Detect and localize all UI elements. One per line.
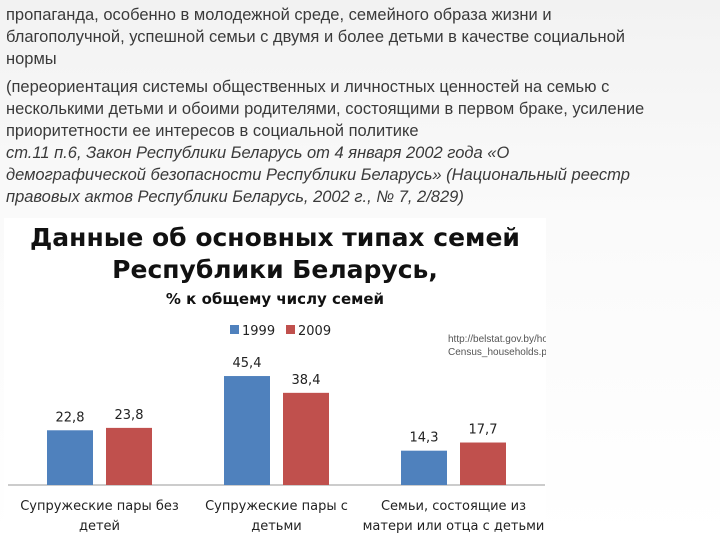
data-label: 38,4 bbox=[292, 373, 321, 388]
citation-line: демографической безопасности Республики … bbox=[6, 166, 630, 184]
citation-line: правовых актов Республики Беларусь, 2002… bbox=[6, 188, 464, 206]
text-line: пропаганда, особенно в молодежной среде,… bbox=[6, 6, 552, 24]
bar-1999 bbox=[224, 376, 270, 485]
category-label: Супружеские пары без bbox=[20, 499, 179, 514]
bar-2009 bbox=[460, 442, 506, 485]
chart-title-line-2: Республики Беларусь, bbox=[112, 255, 438, 284]
source-url-line-1: http://belstat.gov.by/homep/ru/indicator… bbox=[448, 334, 546, 345]
legend-swatch-1999 bbox=[230, 325, 239, 334]
data-label: 14,3 bbox=[410, 431, 439, 446]
text-line: несколькими детьми и обоими родителями, … bbox=[6, 100, 645, 118]
data-label: 45,4 bbox=[233, 356, 262, 371]
chart-subtitle: % к общему числу семей bbox=[166, 290, 384, 308]
chart: Данные об основных типах семей Республик… bbox=[4, 218, 546, 540]
category-label: Семьи, состоящие из bbox=[381, 499, 526, 514]
legend-swatch-2009 bbox=[286, 325, 295, 334]
text-line: приоритетности ее интересов в социальной… bbox=[6, 122, 419, 140]
citation-line: ст.11 п.6, Закон Республики Беларусь от … bbox=[6, 144, 510, 162]
text-line: (переориентация системы общественных и л… bbox=[6, 78, 610, 96]
data-label: 22,8 bbox=[56, 410, 85, 425]
category-label: детьми bbox=[251, 519, 301, 534]
paragraph-2: (переориентация системы общественных и л… bbox=[6, 76, 718, 208]
paragraph-1: пропаганда, особенно в молодежной среде,… bbox=[6, 4, 718, 70]
text-line: благополучной, успешной семьи с двумя и … bbox=[6, 28, 625, 46]
data-label: 17,7 bbox=[469, 423, 498, 438]
bar-1999 bbox=[401, 450, 447, 485]
bar-2009 bbox=[106, 427, 152, 485]
legend-label: 2009 bbox=[298, 324, 331, 339]
chart-svg: Данные об основных типах семей Республик… bbox=[8, 223, 546, 534]
legend-label: 1999 bbox=[242, 324, 275, 339]
text-line: нормы bbox=[6, 50, 57, 68]
category-label: детей bbox=[79, 519, 120, 534]
source-url-line-2: Census_households.php bbox=[448, 347, 546, 358]
category-label: матери или отца с детьми bbox=[363, 519, 545, 534]
category-label: Супружеские пары с bbox=[205, 499, 348, 514]
bar-1999 bbox=[47, 430, 93, 485]
data-label: 23,8 bbox=[115, 408, 144, 423]
chart-title-line-1: Данные об основных типах семей bbox=[30, 223, 520, 252]
bar-2009 bbox=[283, 392, 329, 485]
